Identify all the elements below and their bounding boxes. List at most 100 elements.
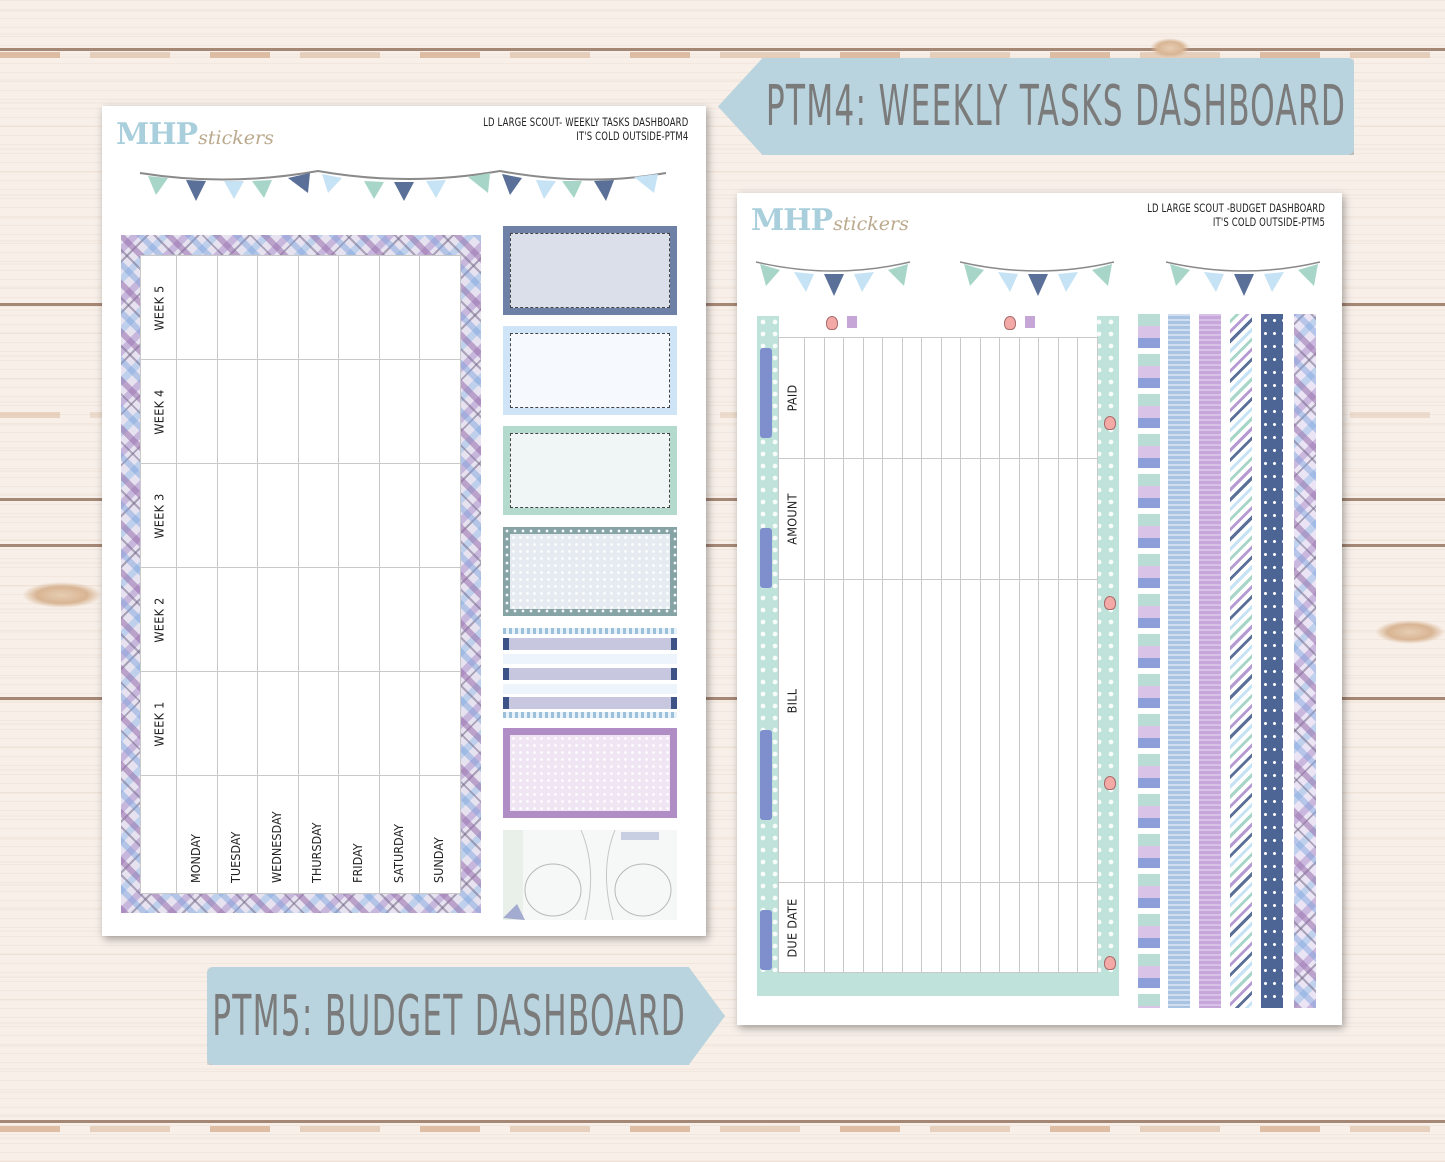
budget-cell[interactable]: [1038, 458, 1059, 580]
washi-strip-plaid[interactable]: [1294, 314, 1316, 1008]
budget-cell[interactable]: [979, 579, 1001, 883]
budget-cell[interactable]: [1057, 337, 1079, 459]
task-cell[interactable]: [338, 671, 380, 776]
task-cell[interactable]: [419, 671, 461, 776]
budget-cell[interactable]: [882, 337, 903, 459]
budget-cell[interactable]: [960, 579, 981, 883]
navy-label-sticker[interactable]: [503, 226, 677, 315]
budget-cell[interactable]: [999, 458, 1020, 580]
light-blue-label-sticker[interactable]: [503, 326, 677, 415]
task-cell[interactable]: [338, 359, 380, 464]
task-cell[interactable]: [176, 671, 218, 776]
budget-cell[interactable]: [960, 458, 981, 580]
lilac-dot-label-sticker[interactable]: [503, 728, 677, 818]
budget-cell[interactable]: [843, 458, 864, 580]
task-cell[interactable]: [419, 567, 461, 672]
budget-cell[interactable]: [1018, 337, 1040, 459]
budget-cell[interactable]: [843, 337, 864, 459]
task-cell[interactable]: [378, 255, 421, 360]
task-cell[interactable]: [297, 567, 340, 672]
task-cell[interactable]: [257, 671, 299, 776]
budget-cell[interactable]: [960, 337, 981, 459]
budget-cell[interactable]: [843, 579, 864, 883]
budget-cell[interactable]: [882, 458, 903, 580]
budget-cell[interactable]: [1018, 882, 1040, 973]
budget-cell[interactable]: [1057, 882, 1079, 973]
task-cell[interactable]: [216, 255, 259, 360]
budget-cell[interactable]: [1038, 337, 1059, 459]
budget-cell[interactable]: [804, 458, 825, 580]
budget-cell[interactable]: [862, 579, 884, 883]
budget-cell[interactable]: [960, 882, 981, 973]
budget-cell[interactable]: [1038, 882, 1059, 973]
budget-cell[interactable]: [1038, 579, 1059, 883]
budget-cell[interactable]: [901, 882, 923, 973]
budget-cell[interactable]: [862, 882, 884, 973]
task-cell[interactable]: [378, 359, 421, 464]
task-cell[interactable]: [176, 567, 218, 672]
task-cell[interactable]: [378, 671, 421, 776]
task-cell[interactable]: [176, 359, 218, 464]
task-cell[interactable]: [216, 359, 259, 464]
budget-cell[interactable]: [1057, 579, 1079, 883]
budget-cell[interactable]: [940, 337, 962, 459]
washi-strip-mitten[interactable]: [1138, 314, 1160, 1008]
stripe-strip-set[interactable]: [503, 628, 677, 718]
budget-cell[interactable]: [979, 458, 1001, 580]
washi-strip-navy-snowflake[interactable]: [1261, 314, 1283, 1008]
budget-cell[interactable]: [1077, 458, 1098, 580]
washi-strip-diagonal[interactable]: [1230, 314, 1252, 1008]
budget-cell[interactable]: [901, 458, 923, 580]
budget-cell[interactable]: [921, 579, 942, 883]
budget-cell[interactable]: [862, 458, 884, 580]
budget-cell[interactable]: [804, 882, 825, 973]
washi-strip-lilac-knit[interactable]: [1199, 314, 1221, 1008]
budget-cell[interactable]: [823, 458, 845, 580]
budget-cell[interactable]: [843, 882, 864, 973]
budget-cell[interactable]: [1018, 579, 1040, 883]
budget-cell[interactable]: [1077, 337, 1098, 459]
task-cell[interactable]: [297, 671, 340, 776]
budget-cell[interactable]: [901, 579, 923, 883]
budget-cell[interactable]: [1057, 458, 1079, 580]
budget-cell[interactable]: [979, 337, 1001, 459]
budget-cell[interactable]: [823, 579, 845, 883]
budget-cell[interactable]: [804, 579, 825, 883]
budget-cell[interactable]: [1018, 458, 1040, 580]
task-cell[interactable]: [419, 255, 461, 360]
budget-cell[interactable]: [921, 337, 942, 459]
budget-cell[interactable]: [999, 579, 1020, 883]
budget-cell[interactable]: [901, 337, 923, 459]
task-cell[interactable]: [216, 567, 259, 672]
budget-cell[interactable]: [882, 882, 903, 973]
task-cell[interactable]: [257, 255, 299, 360]
budget-cell[interactable]: [823, 337, 845, 459]
task-cell[interactable]: [297, 463, 340, 568]
task-cell[interactable]: [297, 359, 340, 464]
mint-label-sticker[interactable]: [503, 426, 677, 515]
task-cell[interactable]: [216, 463, 259, 568]
task-cell[interactable]: [297, 255, 340, 360]
task-cell[interactable]: [419, 359, 461, 464]
budget-cell[interactable]: [940, 882, 962, 973]
budget-cell[interactable]: [940, 458, 962, 580]
budget-cell[interactable]: [862, 337, 884, 459]
task-cell[interactable]: [176, 463, 218, 568]
task-cell[interactable]: [216, 671, 259, 776]
washi-strip-blue-knit[interactable]: [1168, 314, 1190, 1008]
budget-cell[interactable]: [804, 337, 825, 459]
task-cell[interactable]: [378, 463, 421, 568]
task-cell[interactable]: [338, 463, 380, 568]
task-cell[interactable]: [257, 463, 299, 568]
slate-dot-label-sticker[interactable]: [503, 527, 677, 616]
task-cell[interactable]: [257, 359, 299, 464]
task-cell[interactable]: [378, 567, 421, 672]
budget-cell[interactable]: [999, 337, 1020, 459]
budget-cell[interactable]: [1077, 579, 1098, 883]
task-cell[interactable]: [338, 255, 380, 360]
budget-cell[interactable]: [979, 882, 1001, 973]
task-cell[interactable]: [257, 567, 299, 672]
task-cell[interactable]: [176, 255, 218, 360]
task-cell[interactable]: [419, 463, 461, 568]
budget-cell[interactable]: [940, 579, 962, 883]
